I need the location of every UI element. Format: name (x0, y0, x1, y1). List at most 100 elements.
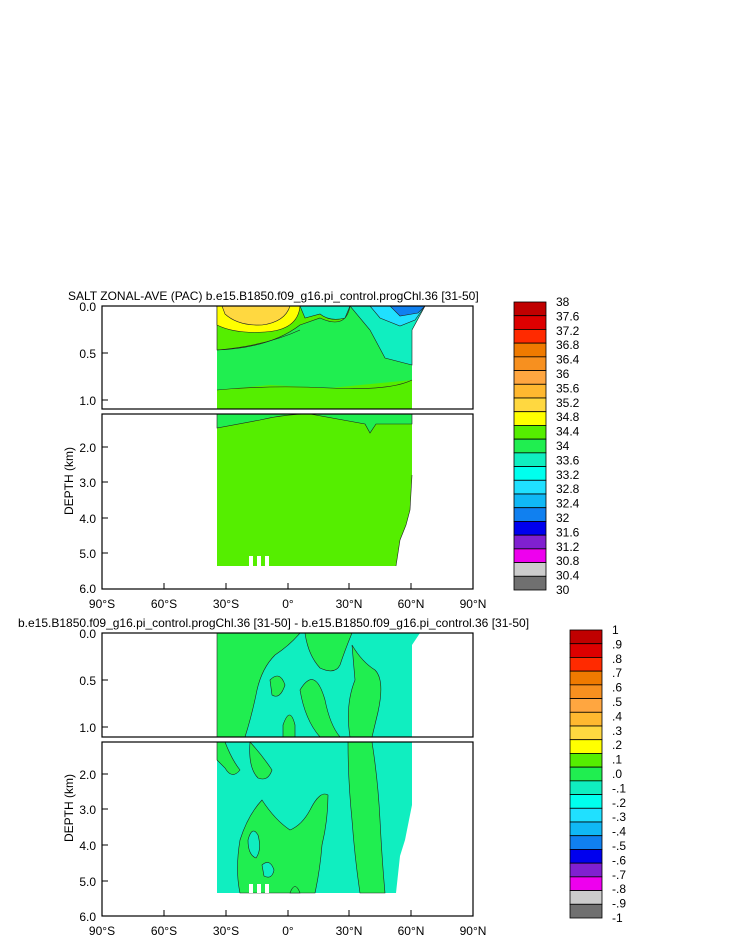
colorbar-swatch (513, 452, 547, 467)
colorbar-label: 32.8 (556, 482, 580, 496)
colorbar-swatch (569, 807, 603, 823)
x-tick-label: 30°N (336, 597, 363, 611)
y-tick-label: 2.0 (79, 441, 96, 455)
anomaly-positive (289, 886, 301, 894)
colorbar-label: 31.2 (556, 540, 580, 554)
colorbar-label: .9 (612, 637, 622, 651)
colorbar-swatch (513, 383, 547, 399)
colorbar-swatch (513, 329, 547, 344)
colorbar-swatch (513, 397, 547, 413)
colorbar-label: -.6 (612, 853, 626, 867)
x-tick-label: 60°S (151, 597, 177, 611)
bottom-notch (265, 884, 269, 893)
anomaly-negative (261, 862, 275, 878)
colorbar-label: 36 (556, 367, 570, 381)
colorbar-swatch (569, 876, 603, 891)
y-tick-label: 0.5 (79, 347, 96, 361)
colorbar-swatch (569, 739, 603, 754)
colorbar-label: 35.2 (556, 396, 580, 410)
colorbar-label: .3 (612, 724, 622, 738)
y-tick-label: 1.0 (79, 394, 96, 408)
y-axis-label: DEPTH (km) (62, 447, 76, 515)
colorbar-swatch (569, 725, 603, 741)
y-tick-label: 3.0 (79, 476, 96, 490)
panel-salinity: SALT ZONAL-AVE (PAC) b.e15.B1850.f09_g16… (62, 289, 580, 611)
colorbar-swatch (513, 534, 547, 550)
colorbar-swatch (569, 629, 603, 645)
colorbar-swatch (513, 342, 547, 358)
colorbar-label: -.5 (612, 839, 626, 853)
colorbar-swatch (569, 643, 603, 658)
bottom-notch (265, 556, 269, 566)
y-tick-label: 0.5 (79, 674, 96, 688)
anomaly-positive (348, 644, 382, 737)
colorbar-swatch (569, 766, 603, 782)
x-tick-label: 90°S (89, 924, 115, 938)
colorbar-label: -.3 (612, 810, 626, 824)
colorbar-swatch (513, 466, 547, 481)
y-tick-label: 1.0 (79, 721, 96, 735)
y-tick-label: 2.0 (79, 768, 96, 782)
colorbar-label: 33.2 (556, 468, 580, 482)
x-tick-label: 30°N (336, 924, 363, 938)
colorbar-label: .0 (612, 767, 622, 781)
field-mid-tongue (299, 306, 351, 320)
contour-line (216, 329, 301, 351)
colorbar-swatch (569, 670, 603, 686)
y-tick-label: 0.0 (79, 627, 96, 641)
lower-band-contours (216, 742, 412, 894)
colorbar-swatch (513, 507, 547, 522)
colorbar-label: .5 (612, 695, 622, 709)
bottom-notch (257, 884, 261, 893)
anomaly-positive (299, 679, 341, 737)
field-south-core (221, 306, 291, 326)
anomaly-positive (216, 633, 301, 737)
x-tick-label: 60°S (151, 924, 177, 938)
colorbar-label: .2 (612, 738, 622, 752)
colorbar-label: 31.6 (556, 525, 580, 539)
colorbar-swatch (569, 698, 603, 713)
x-tick-label: 90°N (460, 597, 487, 611)
colorbar-swatch (569, 780, 603, 795)
upper-band-contours (216, 306, 426, 409)
colorbar-swatch (513, 370, 547, 385)
colorbar-swatch (569, 890, 603, 905)
field-north-freshest (389, 306, 426, 317)
colorbar-swatch (513, 438, 547, 454)
colorbar-label: 30.8 (556, 554, 580, 568)
anomaly-negative (247, 830, 260, 859)
colorbar-swatch (513, 301, 547, 317)
colorbar-label: 30 (556, 583, 570, 597)
upper-band-frame (101, 305, 474, 410)
x-ticks: 90°S 60°S 30°S 0° 30°N 60°N 90°N (89, 583, 486, 611)
colorbar-label: 32 (556, 511, 570, 525)
upper-band-contours (216, 633, 420, 737)
colorbar-label: 1 (612, 623, 619, 637)
y-tick-label: 0.0 (79, 300, 96, 314)
panel-title: b.e15.B1850.f09_g16.pi_control.progChl.3… (18, 616, 529, 630)
colorbar-label: 34.8 (556, 410, 580, 424)
anomaly-positive (282, 714, 296, 737)
colorbar-swatch (513, 479, 547, 495)
colorbar-swatch (569, 657, 603, 672)
anomaly-positive (304, 633, 353, 672)
bottom-notch (249, 556, 253, 566)
x-tick-label: 90°S (89, 597, 115, 611)
colorbar-swatch (513, 575, 547, 591)
colorbar-label: 30.4 (556, 569, 580, 583)
anomaly-positive (269, 675, 286, 697)
colorbar-salinity: 3837.637.236.836.43635.635.234.834.43433… (513, 295, 580, 597)
bottom-notch (257, 556, 261, 566)
colorbar-label: -.4 (612, 825, 626, 839)
upper-band-frame (101, 632, 474, 738)
y-ticks: 0.0 0.5 1.0 2.0 3.0 4.0 5.0 6.0 (79, 627, 108, 924)
panel-title: SALT ZONAL-AVE (PAC) b.e15.B1850.f09_g16… (68, 289, 479, 303)
anomaly-positive (347, 742, 386, 894)
x-tick-label: 30°S (213, 597, 239, 611)
bottom-notch (249, 884, 253, 893)
field-deep (217, 414, 412, 566)
colorbar-label: 34.4 (556, 425, 580, 439)
colorbar-label: -.8 (612, 882, 626, 896)
contour-line (216, 379, 413, 391)
colorbar-swatch (569, 821, 603, 837)
